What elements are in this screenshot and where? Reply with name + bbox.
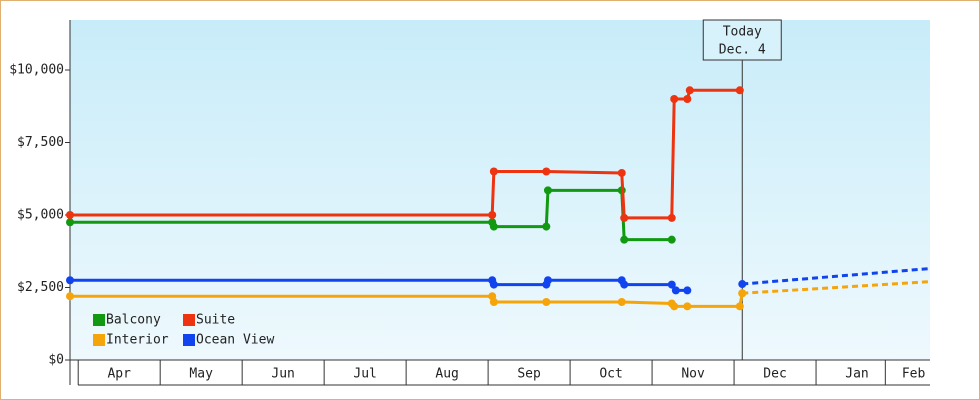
x-tick-label: Nov	[681, 367, 705, 382]
point	[617, 297, 626, 306]
point	[66, 218, 74, 227]
today-label: Today	[723, 25, 762, 40]
point	[617, 168, 626, 177]
point	[620, 213, 629, 222]
x-tick-label: Sep	[517, 367, 541, 382]
y-tick-label: $7,500	[17, 135, 64, 150]
point	[735, 302, 744, 311]
forecast-line	[742, 280, 929, 295]
y-tick-label: $10,000	[9, 62, 64, 77]
point	[489, 222, 498, 231]
point	[543, 186, 552, 195]
point	[683, 302, 692, 311]
point	[542, 167, 551, 176]
point	[488, 210, 497, 219]
point	[543, 276, 552, 285]
legend-swatch	[93, 314, 105, 326]
legend-label: Balcony	[106, 313, 161, 328]
point	[542, 222, 551, 231]
point	[66, 292, 74, 301]
point	[738, 289, 747, 298]
point	[667, 280, 676, 289]
point	[66, 276, 74, 285]
plot-area	[70, 20, 930, 360]
forecast-line	[742, 267, 929, 286]
legend-label: Suite	[196, 313, 235, 328]
x-tick-label: Aug	[435, 367, 458, 382]
legend-swatch	[93, 334, 105, 346]
legend-swatch	[183, 334, 195, 346]
point	[685, 86, 694, 95]
x-tick-label: May	[189, 367, 213, 382]
point	[671, 286, 680, 295]
x-tick-label: Apr	[107, 367, 131, 382]
point	[670, 302, 679, 311]
y-tick-label: $2,500	[17, 280, 64, 295]
point	[620, 235, 629, 244]
today-label: Dec. 4	[719, 43, 766, 58]
point	[542, 297, 551, 306]
x-tick-label: Jul	[353, 367, 376, 382]
x-tick-label: Oct	[599, 367, 622, 382]
legend-label: Interior	[106, 333, 169, 348]
y-tick-label: $0	[48, 353, 64, 368]
point	[683, 286, 692, 295]
point	[670, 94, 679, 103]
y-tick-label: $5,000	[17, 207, 64, 222]
point	[667, 213, 676, 222]
point	[667, 235, 676, 244]
point	[738, 280, 747, 289]
x-tick-label: Jan	[845, 367, 868, 382]
point	[489, 297, 498, 306]
today-box	[702, 19, 782, 61]
legend-label: Ocean View	[196, 333, 274, 348]
point	[683, 94, 692, 103]
x-tick-label: Jun	[271, 367, 294, 382]
point	[66, 210, 74, 219]
x-tick-label: Dec	[763, 367, 786, 382]
legend-swatch	[183, 314, 195, 326]
point	[489, 167, 498, 176]
point	[489, 280, 498, 289]
x-tick-label: Feb	[902, 367, 926, 382]
point	[620, 280, 629, 289]
point	[735, 86, 744, 95]
